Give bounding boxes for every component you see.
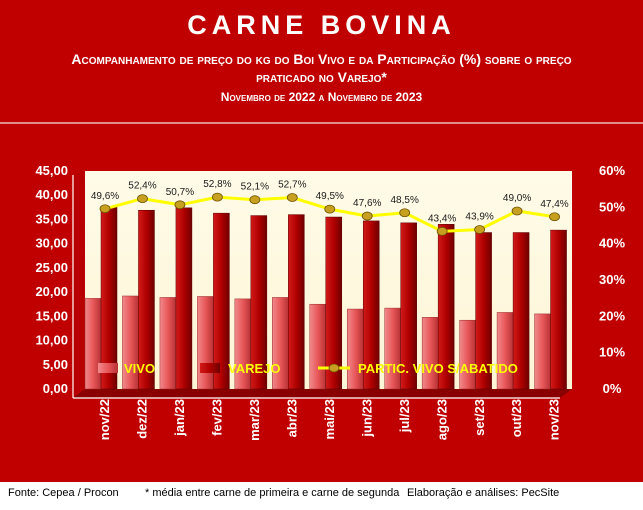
data-label: 47,6% xyxy=(353,198,381,209)
legend-marker xyxy=(328,363,340,373)
line-marker xyxy=(436,226,448,236)
legend-swatch-vivo xyxy=(98,363,118,373)
legend-label-partic: PARTIC. VIVO S/ABATIDO xyxy=(358,361,518,376)
x-tick-label: mai/23 xyxy=(322,399,337,439)
line-marker xyxy=(211,192,223,202)
bar-vivo xyxy=(384,307,401,390)
bar-vivo xyxy=(534,313,551,390)
legend-swatch-varejo xyxy=(200,363,220,373)
footer: Fonte: Cepea / Procon * média entre carn… xyxy=(0,487,643,507)
x-tick-label: nov/22 xyxy=(97,399,112,440)
x-tick-label: dez/22 xyxy=(135,399,150,439)
footer-credit: Elaboração e análises: PecSite xyxy=(407,487,560,499)
data-label: 48,5% xyxy=(391,195,419,206)
chart-period: Novembro de 2022 a Novembro de 2023 xyxy=(220,90,423,104)
page-title: CARNE BOVINA xyxy=(187,10,456,40)
bar-varejo xyxy=(250,215,268,390)
chart-frame: CARNE BOVINA Acompanhamento de preço do … xyxy=(0,0,643,482)
y-left-tick-label: 15,00 xyxy=(35,308,68,323)
plot-floor xyxy=(73,389,572,398)
line-marker xyxy=(174,200,186,210)
y-left-tick-label: 35,00 xyxy=(35,211,68,226)
y-right-tick-label: 0% xyxy=(603,381,622,396)
line-marker xyxy=(99,204,111,214)
data-label: 49,0% xyxy=(503,193,531,204)
line-marker xyxy=(549,212,560,222)
plot-left-wall xyxy=(73,171,85,398)
y-right-tick-label: 20% xyxy=(599,308,625,323)
data-label: 49,6% xyxy=(91,191,119,202)
bar-varejo xyxy=(138,209,155,390)
x-tick-label: abr/23 xyxy=(284,399,299,437)
x-tick-label: out/23 xyxy=(509,399,524,437)
bar-varejo xyxy=(362,220,380,390)
bar-varejo xyxy=(100,206,118,390)
y-right-tick-label: 60% xyxy=(599,163,625,178)
bar-varejo xyxy=(400,222,417,390)
y-left-tick-label: 45,00 xyxy=(35,163,68,178)
line-marker xyxy=(249,195,261,205)
bar-vivo xyxy=(496,312,514,390)
y-left-tick-label: 10,00 xyxy=(35,333,68,348)
bar-varejo xyxy=(512,232,530,390)
footer-note: * média entre carne de primeira e carne … xyxy=(145,487,400,499)
data-label: 52,7% xyxy=(278,180,306,191)
data-label: 50,7% xyxy=(166,187,194,198)
data-label: 52,8% xyxy=(203,179,231,190)
chart-svg: 0,00 5,00 10,00 15,00 20,00 25,00 30,00 35,00 40… xyxy=(35,163,625,441)
x-tick-label: fev/23 xyxy=(210,399,225,436)
legend-label-vivo: VIVO xyxy=(124,361,155,376)
bar-vivo xyxy=(84,298,102,390)
bar-varejo xyxy=(550,229,567,390)
bar-vivo xyxy=(459,319,476,390)
chart-subtitle: Acompanhamento de preço do kg do Boi Viv… xyxy=(14,50,629,86)
line-marker xyxy=(286,193,298,202)
bar-varejo xyxy=(437,224,455,390)
bar-varejo xyxy=(475,232,492,390)
subtitle-line-1: Acompanhamento de preço do kg do Boi Viv… xyxy=(71,51,572,67)
bar-varejo xyxy=(175,207,193,390)
data-label: 52,4% xyxy=(128,181,156,192)
x-tick-label: nov/23 xyxy=(547,399,562,440)
x-tick-label: jul/23 xyxy=(397,399,412,433)
y-right-tick-label: 30% xyxy=(599,272,625,287)
y-right-tick-label: 40% xyxy=(599,236,625,251)
y-left-tick-label: 30,00 xyxy=(35,236,68,251)
bar-varejo xyxy=(288,214,305,390)
header-divider xyxy=(0,122,643,124)
bar-vivo xyxy=(421,317,439,390)
y-right-tick-label: 50% xyxy=(599,199,625,214)
bar-vivo xyxy=(159,297,177,390)
data-label: 52,1% xyxy=(241,182,269,193)
y-left-tick-label: 5,00 xyxy=(43,357,68,372)
x-tick-label: ago/23 xyxy=(434,399,449,440)
data-label: 43,4% xyxy=(428,213,456,224)
x-tick-label: jun/23 xyxy=(359,399,374,438)
line-marker xyxy=(511,206,523,216)
y-left-tick-label: 25,00 xyxy=(35,260,68,275)
subtitle-line-2: praticado no Varejo* xyxy=(256,69,387,85)
y-left-tick-label: 40,00 xyxy=(35,187,68,202)
y-right-tick-label: 10% xyxy=(599,345,625,360)
bar-varejo xyxy=(213,212,230,390)
data-label: 43,9% xyxy=(465,211,493,222)
line-marker xyxy=(474,225,486,234)
line-marker xyxy=(137,194,148,204)
line-marker xyxy=(399,208,411,218)
bar-vivo xyxy=(346,308,364,390)
data-label: 49,5% xyxy=(316,191,344,202)
x-tick-label: jan/23 xyxy=(172,399,187,437)
y-left-tick-label: 20,00 xyxy=(35,284,68,299)
x-tick-label: mar/23 xyxy=(247,399,262,441)
legend-label-varejo: VAREJO xyxy=(228,361,281,376)
line-marker xyxy=(324,204,336,214)
bar-varejo xyxy=(325,216,343,390)
x-tick-label: set/23 xyxy=(472,399,487,436)
data-label: 47,4% xyxy=(540,199,568,210)
bar-vivo xyxy=(197,296,214,390)
y-left-tick-label: 0,00 xyxy=(43,381,68,396)
line-marker xyxy=(361,211,373,221)
bar-vivo xyxy=(309,303,327,390)
footer-source: Fonte: Cepea / Procon xyxy=(8,487,119,499)
